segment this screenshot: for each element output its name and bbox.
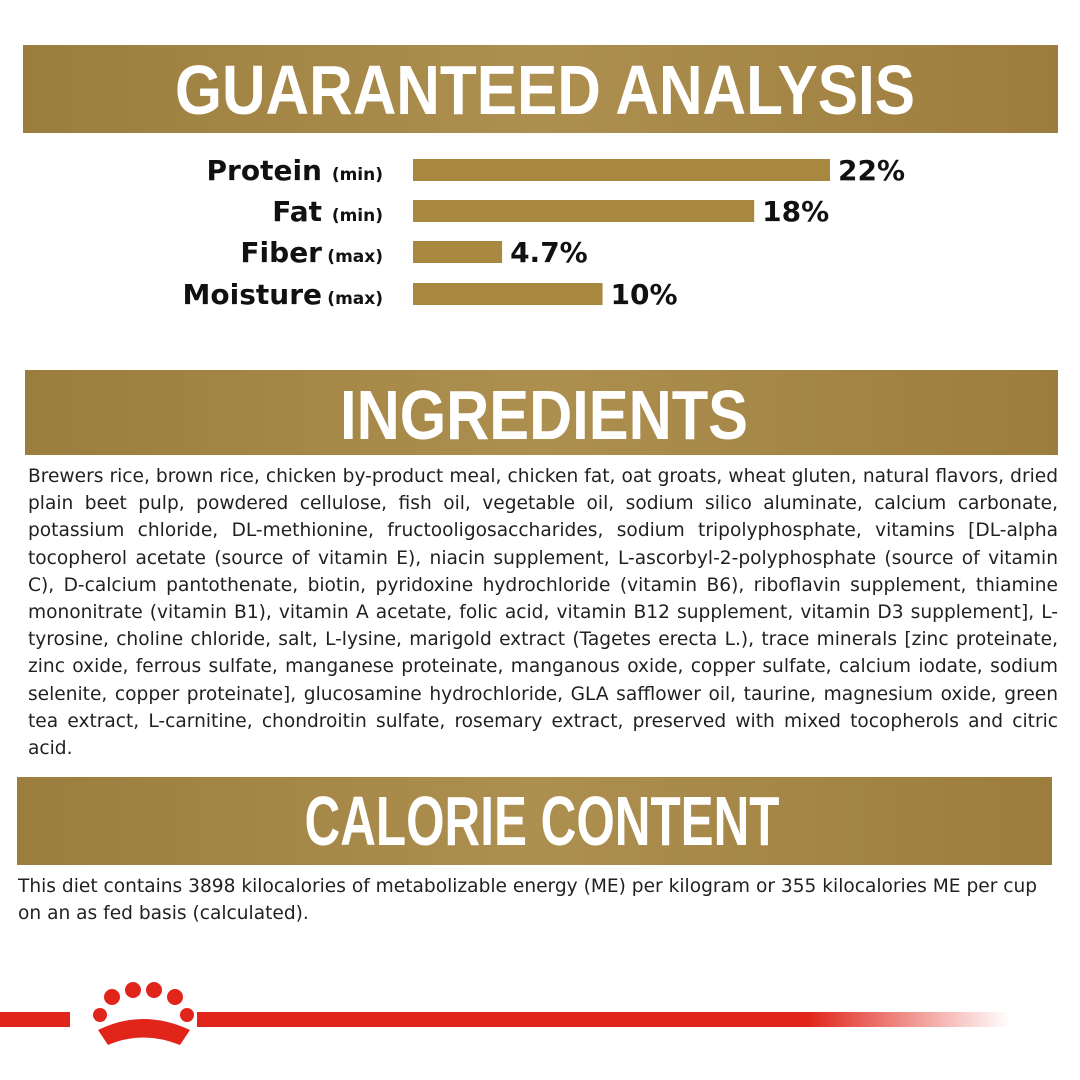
- category-label: Moisture: [183, 278, 322, 311]
- section-title: CALORIE CONTENT: [305, 782, 780, 860]
- header-band: [23, 45, 1058, 133]
- value-label: 10%: [611, 278, 678, 311]
- value-label: 18%: [762, 195, 829, 228]
- bar: [413, 159, 830, 181]
- value-label: 22%: [838, 154, 905, 187]
- qualifier: (min): [332, 165, 383, 185]
- category-label: Protein: [207, 154, 322, 187]
- calorie-text: This diet contains 3898 kilocalories of …: [18, 876, 1038, 925]
- header-band: [25, 370, 1058, 455]
- crown-logo: [93, 982, 194, 1045]
- ingredients-text: Brewers rice, brown rice, chicken by-pro…: [28, 466, 1058, 760]
- brand-line: [0, 1012, 70, 1027]
- header-band: [17, 777, 1052, 865]
- category-label: Fiber: [240, 236, 322, 269]
- qualifier: (min): [332, 206, 383, 226]
- section-title: INGREDIENTS: [340, 376, 748, 454]
- bar: [413, 200, 755, 222]
- category-label: Fat: [272, 195, 322, 228]
- bar: [413, 283, 603, 305]
- qualifier: (max): [327, 247, 383, 267]
- qualifier: (max): [327, 289, 383, 309]
- bar: [413, 241, 503, 263]
- section-title: GUARANTEED ANALYSIS: [175, 51, 915, 129]
- value-label: 4.7%: [510, 236, 588, 269]
- analysis-chart: 22% (min) Protein 18% (min) Fat 4.7% (max)Fiber…: [183, 154, 906, 311]
- brand-line: [197, 1012, 1010, 1027]
